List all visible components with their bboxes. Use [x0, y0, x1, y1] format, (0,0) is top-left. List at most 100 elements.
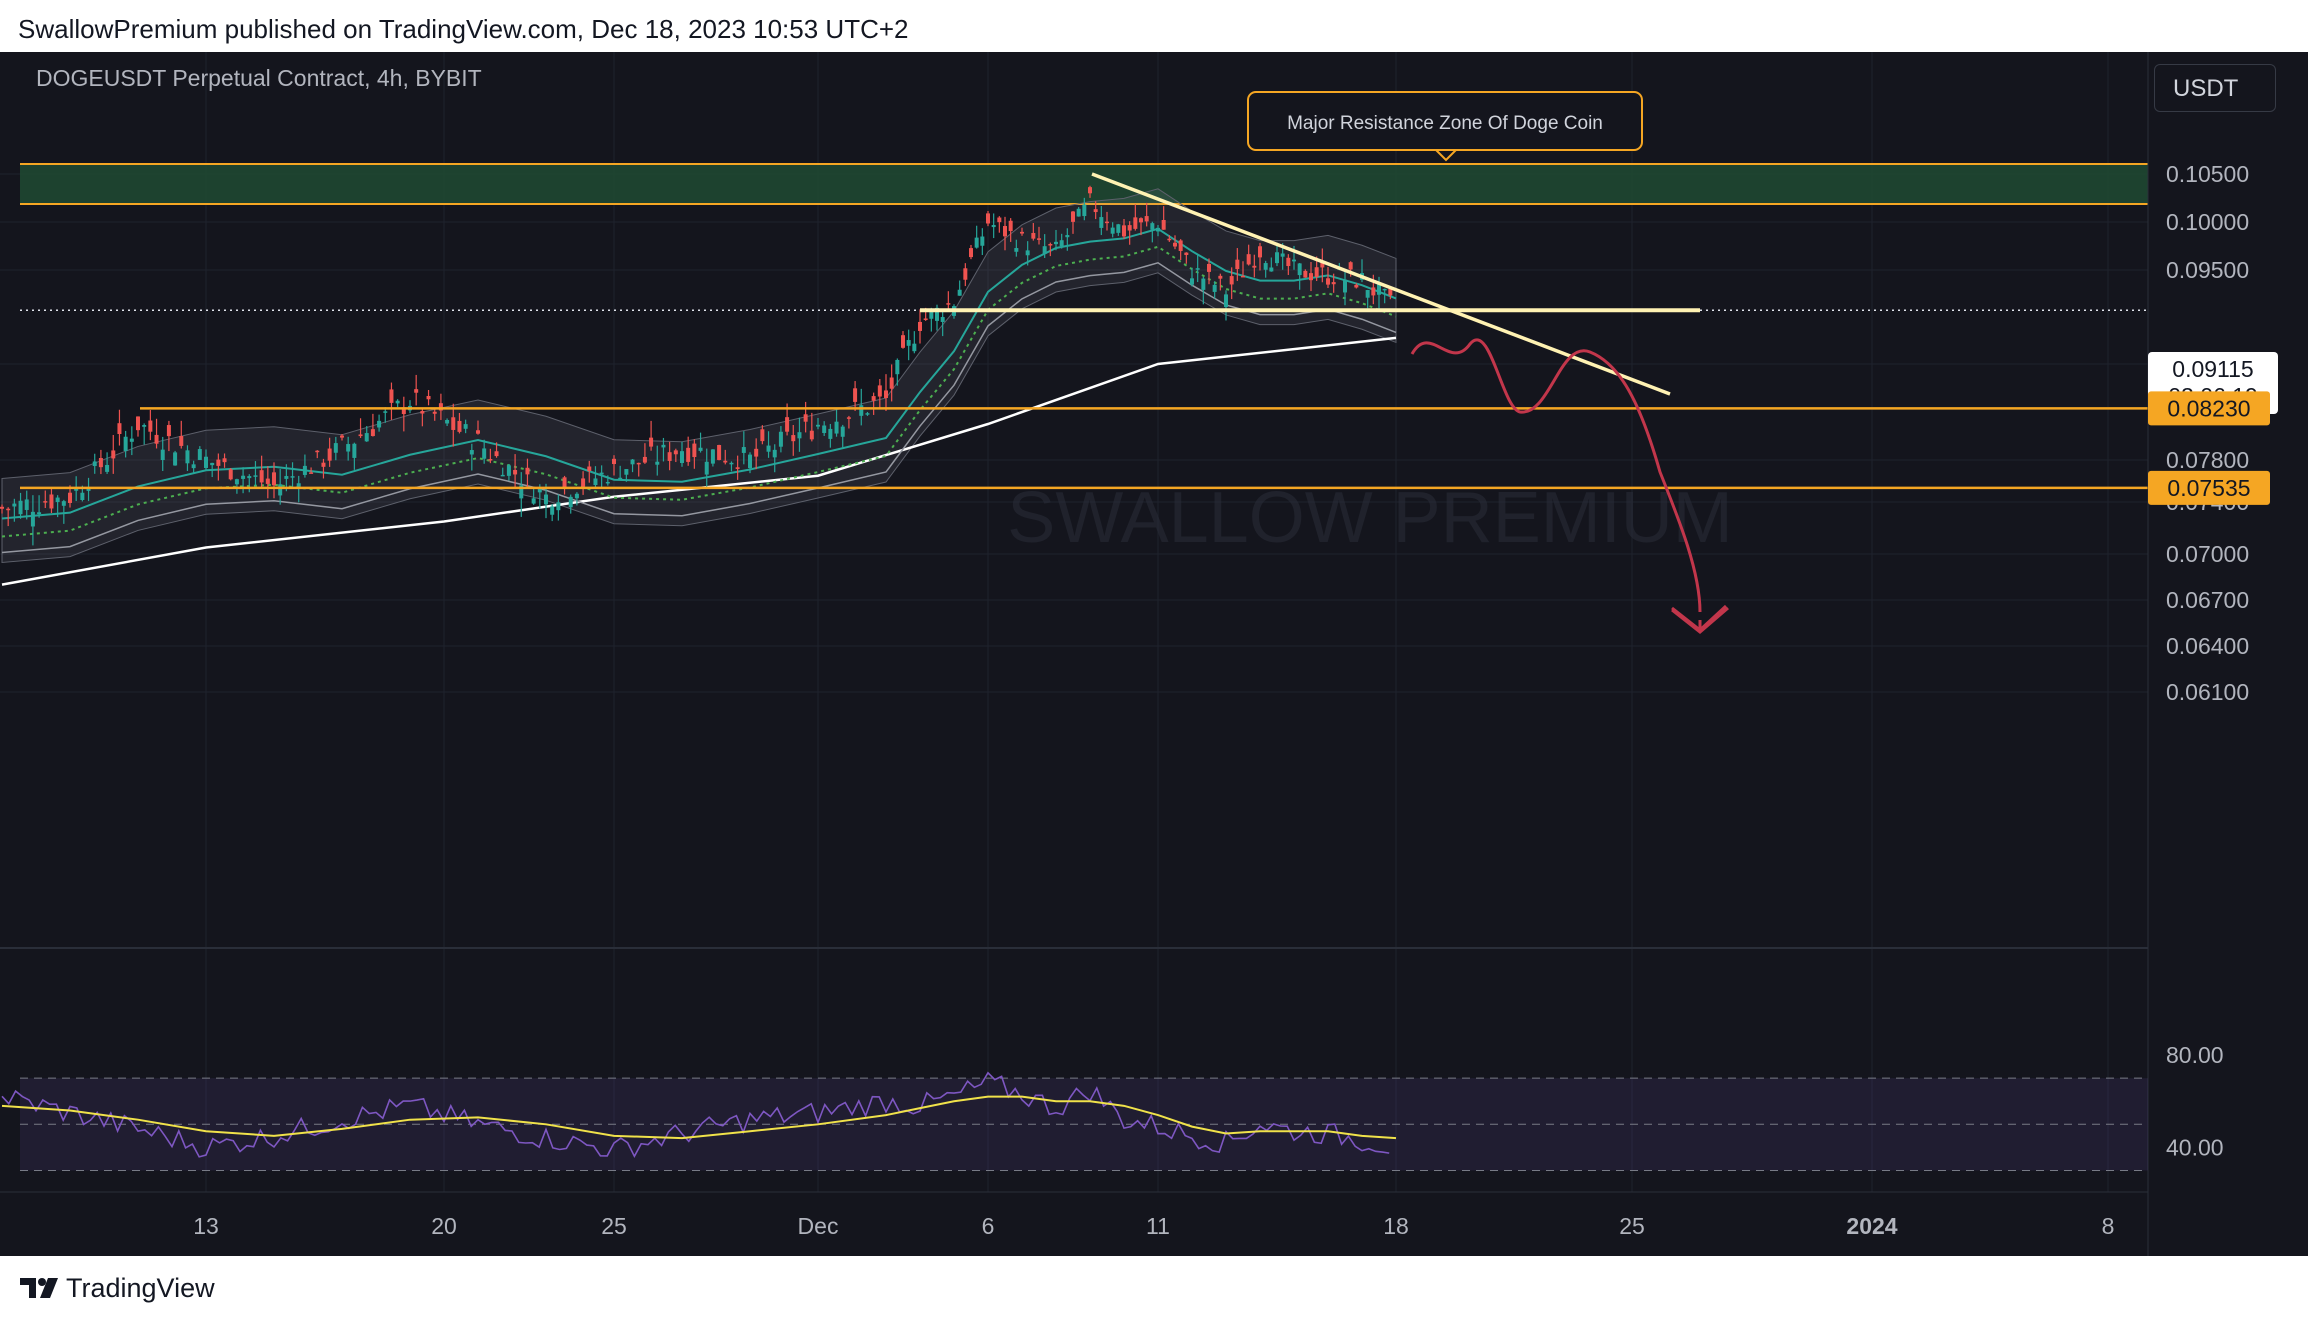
candle-body	[544, 494, 548, 505]
candle-body	[302, 465, 307, 475]
candle-body	[1263, 263, 1268, 270]
candle-body	[1184, 252, 1189, 256]
candle-body	[859, 405, 864, 416]
candle-body	[692, 443, 697, 458]
candle-body	[729, 462, 734, 465]
resistance-note-text: Major Resistance Zone Of Doge Coin	[1287, 113, 1603, 134]
candle-body	[1354, 284, 1359, 288]
candle-body	[476, 430, 480, 434]
candle-body	[1076, 208, 1081, 217]
candle-body	[1314, 267, 1319, 277]
candle-body	[803, 414, 808, 422]
candle-body	[1252, 265, 1257, 268]
level-tag-2: 0.07535	[2148, 470, 2270, 505]
candle-body	[117, 423, 122, 435]
candle-body	[519, 485, 524, 499]
candle-body	[37, 512, 42, 515]
candle-body	[401, 407, 406, 415]
candle-body	[877, 385, 882, 397]
candle-body	[309, 472, 314, 474]
candle-body	[1150, 223, 1155, 230]
candle-body	[123, 436, 128, 452]
candle-body	[568, 496, 573, 508]
candle-body	[12, 503, 17, 507]
candle-body	[997, 217, 1002, 223]
resistance-note[interactable]: Major Resistance Zone Of Doge Coin	[1247, 91, 1643, 162]
candle-body	[346, 444, 351, 452]
publisher-line: SwallowPremium published on TradingView.…	[18, 14, 909, 44]
candle-body	[432, 411, 437, 414]
candle-body	[667, 452, 672, 461]
price-tick-label: 0.06400	[2166, 633, 2249, 659]
currency-button[interactable]: USDT	[2154, 64, 2276, 112]
candle-body	[1246, 254, 1251, 265]
candle-body	[748, 454, 752, 469]
candle-body	[624, 469, 629, 475]
candle-body	[148, 420, 153, 432]
candle-body	[463, 424, 468, 429]
candle-body	[228, 469, 233, 480]
candle-body	[352, 443, 357, 458]
candle-body	[704, 461, 709, 475]
candle-body	[785, 417, 790, 432]
symbol-title: DOGEUSDT Perpetual Contract, 4h, BYBIT	[36, 65, 482, 91]
candle-body	[791, 435, 796, 442]
time-tick-label: 13	[193, 1213, 219, 1239]
candle-body	[574, 493, 579, 499]
candle-body	[80, 492, 85, 500]
candle-body	[1167, 238, 1172, 241]
chart-panel	[0, 52, 2308, 1256]
candle-body	[136, 416, 140, 431]
candle-body	[935, 307, 939, 321]
candle-body	[963, 268, 968, 280]
candle-body	[18, 500, 23, 515]
candle-body	[969, 248, 973, 258]
candle-body	[673, 450, 678, 455]
candle-body	[828, 428, 833, 439]
candle-body	[865, 413, 870, 415]
candle-body	[278, 484, 283, 496]
candle-body	[581, 478, 586, 487]
candle-body	[723, 460, 728, 463]
tradingview-logo-icon	[20, 1278, 58, 1298]
candle-body	[1331, 282, 1336, 285]
candle-body	[1048, 244, 1053, 246]
candle-body	[6, 508, 11, 511]
candle-body	[160, 449, 165, 461]
candle-body	[680, 451, 684, 464]
candle-body	[30, 511, 35, 527]
candle-body	[61, 501, 66, 506]
candle-body	[333, 443, 338, 453]
candle-body	[358, 434, 363, 437]
candle-body	[129, 438, 134, 442]
chart[interactable]: SWALLOW PREMIUM Major Resistance Zone Of…	[0, 52, 2308, 1256]
candle-body	[525, 467, 530, 475]
candle-body	[500, 474, 505, 477]
candle-body	[1382, 288, 1387, 291]
candle-body	[618, 477, 623, 480]
candle-body	[649, 437, 654, 447]
time-tick-label: 20	[431, 1213, 457, 1239]
candle-body	[1003, 226, 1007, 237]
candle-body	[247, 476, 252, 479]
candle-body	[562, 477, 567, 489]
candle-body	[834, 421, 839, 434]
tradingview-brand[interactable]: TradingView	[66, 1273, 215, 1303]
candle-body	[840, 426, 845, 437]
candle-body	[1161, 219, 1166, 230]
price-axis: 0.105000.100000.095000.086000.078000.074…	[2166, 161, 2249, 705]
candle-body	[1054, 241, 1058, 245]
candle-body	[86, 488, 91, 491]
svg-text:0.08230: 0.08230	[2167, 395, 2250, 421]
candle-body	[1110, 227, 1115, 234]
price-tick-label: 0.06100	[2166, 679, 2249, 705]
candle-body	[1133, 217, 1138, 229]
candle-body	[482, 448, 487, 459]
candle-body	[1201, 278, 1206, 290]
rsi-axis: 80.00 40.00	[2166, 1042, 2224, 1160]
candle-body	[901, 335, 905, 348]
price-tick-label: 0.09500	[2166, 257, 2249, 283]
candle-body	[661, 444, 666, 448]
candle-body	[1082, 204, 1087, 217]
